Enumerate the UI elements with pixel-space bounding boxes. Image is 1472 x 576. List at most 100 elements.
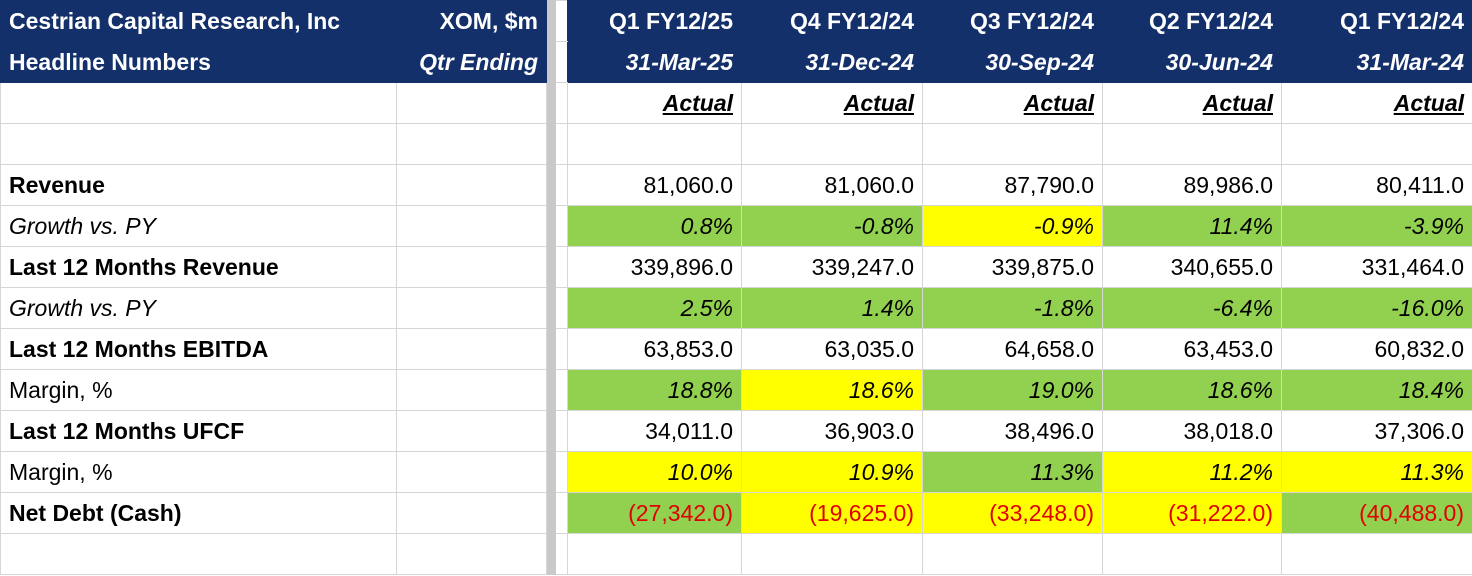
row-label[interactable]: Growth vs. PY <box>0 287 397 329</box>
value-cell[interactable]: 34,011.0 <box>567 410 742 452</box>
frozen-pane-divider[interactable] <box>546 246 556 288</box>
empty-cell[interactable] <box>1102 533 1282 575</box>
value-cell[interactable]: 38,496.0 <box>922 410 1103 452</box>
empty-cell[interactable] <box>922 123 1103 165</box>
value-cell[interactable]: 0.8% <box>567 205 742 247</box>
row-label[interactable]: Last 12 Months Revenue <box>0 246 397 288</box>
frozen-pane-divider[interactable] <box>546 328 556 370</box>
frozen-pane-divider[interactable] <box>546 451 556 493</box>
empty-cell[interactable] <box>396 451 547 493</box>
quarter-status[interactable]: Actual <box>1281 82 1472 124</box>
value-cell[interactable]: 81,060.0 <box>741 164 923 206</box>
empty-cell[interactable] <box>1102 123 1282 165</box>
value-cell[interactable]: 2.5% <box>567 287 742 329</box>
empty-cell[interactable] <box>396 82 547 124</box>
row-label[interactable]: Margin, % <box>0 369 397 411</box>
value-cell[interactable]: (33,248.0) <box>922 492 1103 534</box>
value-cell[interactable]: 18.4% <box>1281 369 1472 411</box>
value-cell[interactable]: 339,875.0 <box>922 246 1103 288</box>
value-cell[interactable]: 10.9% <box>741 451 923 493</box>
empty-cell[interactable] <box>741 123 923 165</box>
value-cell[interactable]: -16.0% <box>1281 287 1472 329</box>
frozen-pane-divider[interactable] <box>546 205 556 247</box>
empty-cell[interactable] <box>567 123 742 165</box>
value-cell[interactable]: 11.2% <box>1102 451 1282 493</box>
frozen-pane-divider[interactable] <box>546 41 556 83</box>
row-label[interactable]: Net Debt (Cash) <box>0 492 397 534</box>
value-cell[interactable]: 11.3% <box>922 451 1103 493</box>
row-label[interactable]: Last 12 Months EBITDA <box>0 328 397 370</box>
empty-cell[interactable] <box>396 533 547 575</box>
empty-cell[interactable] <box>396 123 547 165</box>
value-cell[interactable]: 38,018.0 <box>1102 410 1282 452</box>
empty-cell[interactable] <box>396 246 547 288</box>
row-label[interactable]: Last 12 Months UFCF <box>0 410 397 452</box>
value-cell[interactable]: 80,411.0 <box>1281 164 1472 206</box>
quarter-status[interactable]: Actual <box>1102 82 1282 124</box>
value-cell[interactable]: 11.4% <box>1102 205 1282 247</box>
value-cell[interactable]: 37,306.0 <box>1281 410 1472 452</box>
empty-cell[interactable] <box>0 82 397 124</box>
value-cell[interactable]: (40,488.0) <box>1281 492 1472 534</box>
value-cell[interactable]: 87,790.0 <box>922 164 1103 206</box>
quarter-status[interactable]: Actual <box>922 82 1103 124</box>
value-cell[interactable]: 64,658.0 <box>922 328 1103 370</box>
frozen-pane-divider[interactable] <box>546 0 556 42</box>
value-cell[interactable]: 339,247.0 <box>741 246 923 288</box>
frozen-pane-divider[interactable] <box>546 164 556 206</box>
empty-cell[interactable] <box>396 328 547 370</box>
value-cell[interactable]: 81,060.0 <box>567 164 742 206</box>
value-cell[interactable]: -0.8% <box>741 205 923 247</box>
value-cell[interactable]: 1.4% <box>741 287 923 329</box>
empty-cell[interactable] <box>1281 533 1472 575</box>
value-cell[interactable]: 339,896.0 <box>567 246 742 288</box>
empty-cell[interactable] <box>396 287 547 329</box>
frozen-pane-divider[interactable] <box>546 533 556 575</box>
value-cell[interactable]: 18.8% <box>567 369 742 411</box>
empty-cell[interactable] <box>396 164 547 206</box>
value-cell[interactable]: 60,832.0 <box>1281 328 1472 370</box>
empty-cell[interactable] <box>0 123 397 165</box>
value-cell[interactable]: -1.8% <box>922 287 1103 329</box>
value-cell[interactable]: 36,903.0 <box>741 410 923 452</box>
value-cell[interactable]: (19,625.0) <box>741 492 923 534</box>
value-cell[interactable]: 331,464.0 <box>1281 246 1472 288</box>
empty-cell[interactable] <box>1281 123 1472 165</box>
value-cell[interactable]: 10.0% <box>567 451 742 493</box>
frozen-pane-divider[interactable] <box>546 123 556 165</box>
quarter-date: 31-Dec-24 <box>741 41 923 83</box>
value-cell[interactable]: -0.9% <box>922 205 1103 247</box>
frozen-pane-divider[interactable] <box>546 82 556 124</box>
value-cell[interactable]: (31,222.0) <box>1102 492 1282 534</box>
frozen-pane-divider[interactable] <box>546 287 556 329</box>
row-label[interactable]: Revenue <box>0 164 397 206</box>
status-row: Actual Actual Actual Actual Actual <box>0 82 1472 124</box>
empty-cell[interactable] <box>396 205 547 247</box>
value-cell[interactable]: 340,655.0 <box>1102 246 1282 288</box>
empty-cell[interactable] <box>396 369 547 411</box>
value-cell[interactable]: (27,342.0) <box>567 492 742 534</box>
empty-cell[interactable] <box>396 410 547 452</box>
value-cell[interactable]: 89,986.0 <box>1102 164 1282 206</box>
quarter-status[interactable]: Actual <box>741 82 923 124</box>
empty-cell[interactable] <box>396 492 547 534</box>
value-cell[interactable]: 11.3% <box>1281 451 1472 493</box>
quarter-status[interactable]: Actual <box>567 82 742 124</box>
empty-cell[interactable] <box>567 533 742 575</box>
empty-cell[interactable] <box>741 533 923 575</box>
value-cell[interactable]: 19.0% <box>922 369 1103 411</box>
frozen-pane-divider[interactable] <box>546 492 556 534</box>
value-cell[interactable]: 18.6% <box>741 369 923 411</box>
row-label[interactable]: Growth vs. PY <box>0 205 397 247</box>
frozen-pane-divider[interactable] <box>546 410 556 452</box>
value-cell[interactable]: -3.9% <box>1281 205 1472 247</box>
value-cell[interactable]: 63,453.0 <box>1102 328 1282 370</box>
value-cell[interactable]: -6.4% <box>1102 287 1282 329</box>
empty-cell[interactable] <box>922 533 1103 575</box>
value-cell[interactable]: 63,035.0 <box>741 328 923 370</box>
frozen-pane-divider[interactable] <box>546 369 556 411</box>
value-cell[interactable]: 18.6% <box>1102 369 1282 411</box>
empty-cell[interactable] <box>0 533 397 575</box>
row-label[interactable]: Margin, % <box>0 451 397 493</box>
value-cell[interactable]: 63,853.0 <box>567 328 742 370</box>
